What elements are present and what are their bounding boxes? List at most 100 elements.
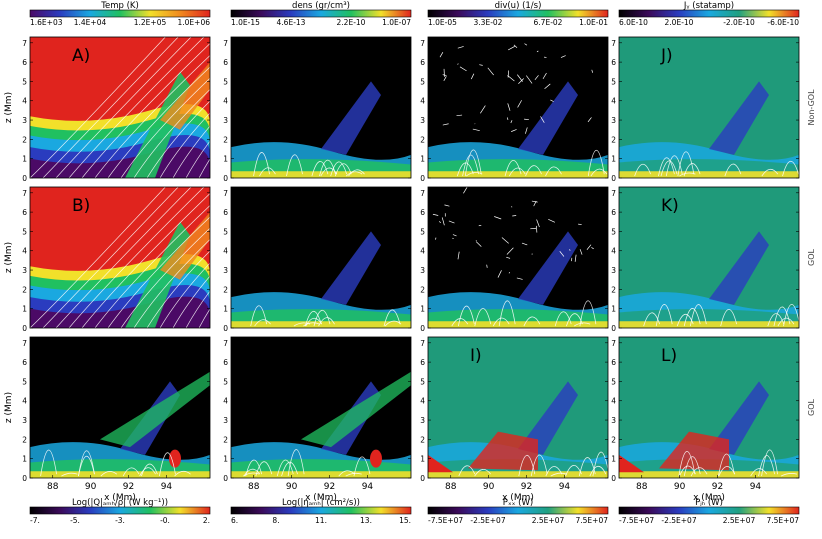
contour-line bbox=[677, 151, 695, 177]
velocity-arrow bbox=[534, 75, 539, 81]
y-tick-label: 0 bbox=[22, 324, 27, 333]
contour-line bbox=[259, 167, 276, 177]
y-tick-label: 4 bbox=[420, 247, 425, 256]
colorbar-top-0: Temp (K) 1.6E+03 1.4E+04 1.2E+05 1.0E+06 bbox=[29, 1, 211, 27]
panel-a: A) bbox=[29, 36, 211, 179]
panel-label: B) bbox=[72, 196, 90, 216]
velocity-arrow bbox=[444, 204, 450, 207]
jet-structure bbox=[518, 81, 578, 155]
velocity-arrow bbox=[508, 271, 511, 274]
field-line bbox=[30, 37, 166, 178]
contour-line bbox=[724, 163, 742, 177]
y-tick-label: 6 bbox=[611, 58, 616, 67]
panel-label: A) bbox=[72, 46, 90, 66]
panel-frame bbox=[427, 336, 609, 479]
y-tick-label: 7 bbox=[22, 189, 27, 198]
velocity-arrow bbox=[506, 117, 509, 120]
x-axis-title: x (Mm) bbox=[104, 493, 136, 503]
colorbar-tick-label: 2. bbox=[203, 516, 210, 525]
y-axis-title: z (Mm) bbox=[4, 392, 14, 423]
jet-structure bbox=[321, 81, 381, 155]
contour-line bbox=[782, 160, 799, 177]
colorbar-tick-label: 8. bbox=[272, 516, 279, 525]
y-tick-label: 1 bbox=[611, 455, 616, 464]
contour-line bbox=[683, 308, 701, 327]
row-label: GOL bbox=[807, 248, 816, 265]
velocity-arrow bbox=[530, 227, 537, 230]
y-tick-label: 0 bbox=[611, 474, 616, 483]
velocity-arrow bbox=[507, 75, 515, 82]
contour-line bbox=[720, 309, 738, 327]
field-line bbox=[172, 275, 210, 328]
panel-frame bbox=[29, 36, 211, 179]
y-tick-label: 4 bbox=[420, 97, 425, 106]
colorbar-tick-label: 1.4E+04 bbox=[74, 18, 107, 27]
velocity-arrow bbox=[536, 219, 540, 228]
x-tick-label: 92 bbox=[324, 482, 335, 492]
hot-spot bbox=[370, 449, 382, 468]
contour-line bbox=[690, 467, 708, 477]
velocity-arrow bbox=[457, 63, 459, 65]
velocity-arrow bbox=[533, 200, 537, 207]
y-tick-label: 5 bbox=[420, 227, 425, 236]
velocity-arrow bbox=[524, 118, 529, 121]
contour-line bbox=[504, 159, 522, 177]
y-tick-label: 2 bbox=[22, 285, 27, 294]
colorbar-tick-label: 4.6E-13 bbox=[277, 18, 306, 27]
velocity-arrow bbox=[507, 70, 509, 78]
contour-line bbox=[643, 312, 661, 327]
x-axis-title: x (Mm) bbox=[693, 493, 725, 503]
field-line bbox=[68, 37, 205, 178]
y-tick-label: 2 bbox=[611, 285, 616, 294]
panel-g: G) bbox=[427, 36, 609, 179]
velocity-arrow bbox=[516, 277, 523, 280]
edge-patch bbox=[619, 454, 644, 473]
contour-line bbox=[718, 453, 735, 477]
y-tick-label: 2 bbox=[420, 285, 425, 294]
contour-line bbox=[530, 454, 548, 477]
contour-line bbox=[253, 152, 270, 177]
x-tick-label: 88 bbox=[445, 482, 457, 492]
panel-label: E) bbox=[273, 196, 290, 216]
velocity-arrow bbox=[524, 43, 528, 46]
panel-frame bbox=[230, 186, 412, 329]
y-tick-label: 6 bbox=[420, 358, 425, 367]
contour-line bbox=[508, 167, 526, 177]
colorbar-top-1: dens (gr/cm³) 1.0E-15 4.6E-13 2.2E-10 1.0E-0… bbox=[230, 1, 412, 27]
y-axis: 0 1 2 3 4 5 6 7 bbox=[223, 339, 411, 483]
colorbar-strip bbox=[618, 506, 800, 515]
contour-line bbox=[545, 466, 563, 477]
y-tick-label: 6 bbox=[611, 208, 616, 217]
x-tick-label: 90 bbox=[286, 482, 298, 492]
photosphere-band bbox=[619, 321, 799, 328]
velocity-arrow bbox=[510, 120, 513, 124]
colorbar-bottom-3: Pⱼₕ (W) -7.5E+07 -2.5E+07 2.5E+07 7.5E+07 bbox=[618, 498, 800, 525]
contour-line bbox=[665, 155, 683, 177]
y-tick-label: 5 bbox=[22, 377, 27, 386]
x-axis-title: x (Mm) bbox=[502, 493, 534, 503]
axes-labels: 0 1 2 3 4 5 6 7 z (Mm) 0 1 2 3 4 5 6 7 0 1 2 3 4 5 6 7 0 1 2 3 4 5 6 7 0 1… bbox=[4, 39, 816, 503]
velocity-arrow bbox=[475, 241, 482, 247]
y-axis: 0 1 2 3 4 5 6 7 z (Mm) bbox=[4, 189, 210, 333]
y-tick-label: 4 bbox=[223, 247, 228, 256]
field-line bbox=[68, 187, 205, 328]
y-tick-label: 3 bbox=[611, 116, 616, 125]
field-line bbox=[81, 193, 210, 328]
y-tick-label: 2 bbox=[223, 135, 228, 144]
colorbar-tick-label: -7.5E+07 bbox=[428, 516, 463, 525]
panel-frame bbox=[427, 36, 609, 179]
contour-line bbox=[243, 468, 261, 477]
colorbar-title: Temp (K) bbox=[100, 1, 139, 11]
contour-line bbox=[761, 449, 778, 477]
contour-line bbox=[592, 451, 608, 477]
contour-line bbox=[525, 165, 542, 177]
x-tick-label: 94 bbox=[362, 482, 374, 492]
panel-frame bbox=[618, 336, 800, 479]
contour-line bbox=[255, 461, 273, 477]
photosphere-band bbox=[231, 471, 411, 478]
y-tick-label: 0 bbox=[420, 324, 425, 333]
velocity-arrow bbox=[548, 219, 556, 223]
colorbar-title: Pₓₓ (W) bbox=[503, 498, 533, 508]
field-line bbox=[94, 205, 210, 328]
y-tick-label: 2 bbox=[611, 135, 616, 144]
